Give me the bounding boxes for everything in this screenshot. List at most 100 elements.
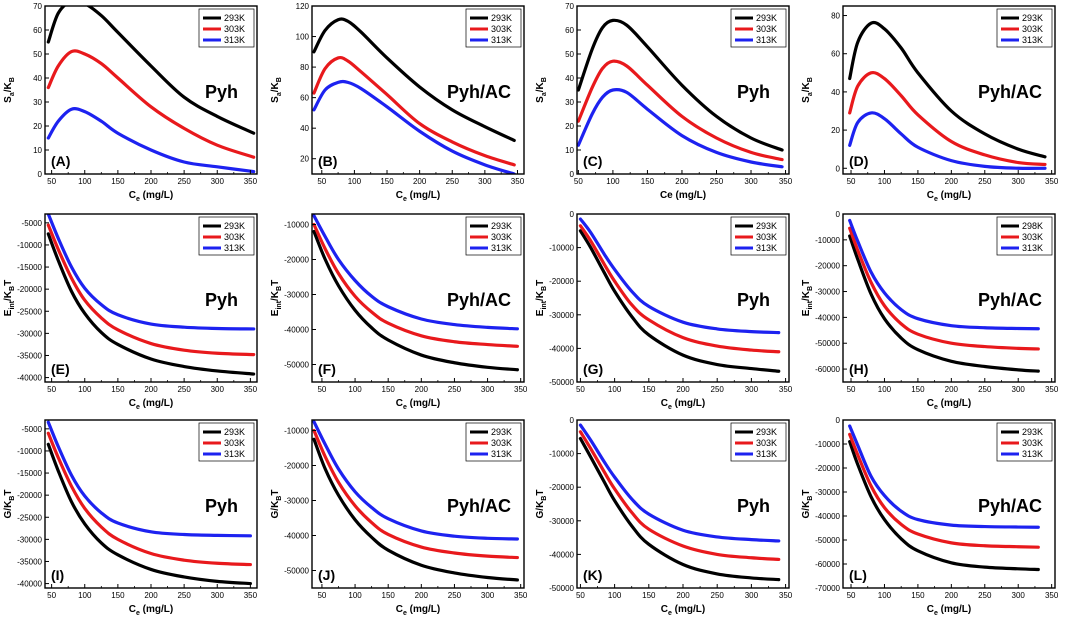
series-line-313k xyxy=(312,420,519,541)
x-tick-label: 250 xyxy=(177,177,191,186)
y-tick-label: -20000 xyxy=(815,262,840,271)
series-line-313k xyxy=(46,420,252,538)
chart-panel-c: 50 100 150 200 250 300 350 0 10 20 30 40 50 60 70 Ce (m… xyxy=(535,2,793,201)
x-axis-label: Ce (mg/L) xyxy=(129,604,173,617)
x-tick-label: 350 xyxy=(779,177,793,186)
legend-label: 313K xyxy=(491,243,512,253)
plot-frame xyxy=(842,5,1056,175)
y-tick-label: 30 xyxy=(565,98,574,107)
chart-panel-k: 50 100 150 200 250 300 350 -50000 -40000 -30000 -2… xyxy=(535,416,793,617)
legend-label: 313K xyxy=(224,243,245,253)
legend-label: 293K xyxy=(224,13,245,23)
series-line-303k xyxy=(578,430,781,562)
panel-label: (G) xyxy=(583,361,603,377)
series-line-303k xyxy=(578,224,781,354)
x-tick-label: 350 xyxy=(779,591,793,600)
series-line-293k xyxy=(578,436,781,582)
y-axis-label: Sa/KB xyxy=(801,77,814,103)
series-line-303k xyxy=(577,59,784,162)
y-axis-label: Eint/KBT xyxy=(535,280,548,316)
legend-label: 293K xyxy=(756,13,777,23)
series-line-313k xyxy=(848,424,1040,529)
x-tick-label: 300 xyxy=(478,177,492,186)
plot-frame xyxy=(842,213,1056,383)
series-line-313k xyxy=(46,214,256,331)
y-tick-label: -40000 xyxy=(549,550,574,559)
series-line-293k xyxy=(848,20,1047,159)
panel-label: (F) xyxy=(318,361,336,377)
y-tick-label: -20000 xyxy=(549,277,574,286)
series-line-313k xyxy=(848,111,1047,171)
legend-label: 313K xyxy=(224,35,245,45)
y-tick-label: 100 xyxy=(296,33,310,42)
series-line-313k xyxy=(578,423,781,543)
x-tick-label: 100 xyxy=(78,177,92,186)
y-tick-label: -30000 xyxy=(284,497,309,506)
x-tick-label: 50 xyxy=(574,177,583,186)
panel-label: (C) xyxy=(583,153,602,169)
x-tick-label: 50 xyxy=(847,591,856,600)
x-tick-label: 100 xyxy=(78,591,92,600)
legend-label: 303K xyxy=(1022,438,1043,448)
y-tick-label: 0 xyxy=(570,416,575,425)
panel-label: (I) xyxy=(51,567,64,583)
y-tick-label: -30000 xyxy=(815,288,840,297)
x-tick-label: 100 xyxy=(878,591,892,600)
x-tick-label: 100 xyxy=(348,591,362,600)
plot-frame xyxy=(576,5,790,175)
x-tick-label: 300 xyxy=(745,385,759,394)
x-tick-label: 300 xyxy=(211,177,225,186)
y-tick-label: 120 xyxy=(296,2,310,11)
legend-label: 313K xyxy=(1022,449,1043,459)
y-axis-label: Eint/KBT xyxy=(801,280,814,316)
y-tick-label: -30000 xyxy=(549,311,574,320)
x-tick-label: 250 xyxy=(978,177,992,186)
series-line-293k xyxy=(46,442,252,586)
y-tick-label: -60000 xyxy=(815,560,840,569)
x-tick-label: 250 xyxy=(978,591,992,600)
y-tick-label: -35000 xyxy=(17,351,42,360)
y-tick-label: 80 xyxy=(300,63,309,72)
panel-annotation: Pyh/AC xyxy=(978,82,1042,102)
series-line-293k xyxy=(46,232,256,376)
legend-label: 293K xyxy=(756,221,777,231)
legend-label: 313K xyxy=(224,449,245,459)
x-tick-label: 150 xyxy=(380,177,394,186)
x-tick-label: 100 xyxy=(608,385,622,394)
y-tick-label: 10 xyxy=(565,146,574,155)
legend-label: 313K xyxy=(491,449,512,459)
x-tick-label: 300 xyxy=(481,591,495,600)
x-tick-label: 300 xyxy=(1012,385,1026,394)
x-tick-label: 200 xyxy=(675,177,689,186)
y-tick-label: -50000 xyxy=(549,584,574,593)
y-tick-label: 60 xyxy=(300,94,309,103)
x-tick-label: 350 xyxy=(1045,177,1059,186)
x-tick-label: 350 xyxy=(514,591,528,600)
y-tick-label: 40 xyxy=(831,88,840,97)
x-axis-label: Ce (mg/L) xyxy=(927,604,971,617)
x-axis-label: Ce (mg/L) xyxy=(396,190,440,203)
panel-label: (D) xyxy=(849,153,868,169)
y-tick-label: -10000 xyxy=(815,440,840,449)
panel-annotation: Pyh/AC xyxy=(978,290,1042,310)
panel-annotation: Pyh xyxy=(205,82,238,102)
x-tick-label: 150 xyxy=(382,591,396,600)
x-tick-label: 350 xyxy=(244,177,258,186)
x-tick-label: 200 xyxy=(144,591,158,600)
series-line-313k xyxy=(312,79,516,174)
x-tick-label: 150 xyxy=(382,385,396,394)
x-tick-label: 50 xyxy=(47,177,56,186)
x-tick-label: 200 xyxy=(945,591,959,600)
x-tick-label: 150 xyxy=(111,385,125,394)
y-tick-label: 0 xyxy=(836,416,841,425)
x-tick-label: 150 xyxy=(111,177,125,186)
y-tick-label: 20 xyxy=(831,126,840,135)
y-tick-label: 40 xyxy=(33,74,42,83)
x-tick-label: 50 xyxy=(317,385,326,394)
y-tick-label: 20 xyxy=(565,122,574,131)
y-axis-label: Sa/KB xyxy=(535,77,548,103)
x-axis-label: Ce (mg/L) xyxy=(129,190,173,203)
x-tick-label: 350 xyxy=(1045,591,1059,600)
legend-label: 313K xyxy=(1022,35,1043,45)
